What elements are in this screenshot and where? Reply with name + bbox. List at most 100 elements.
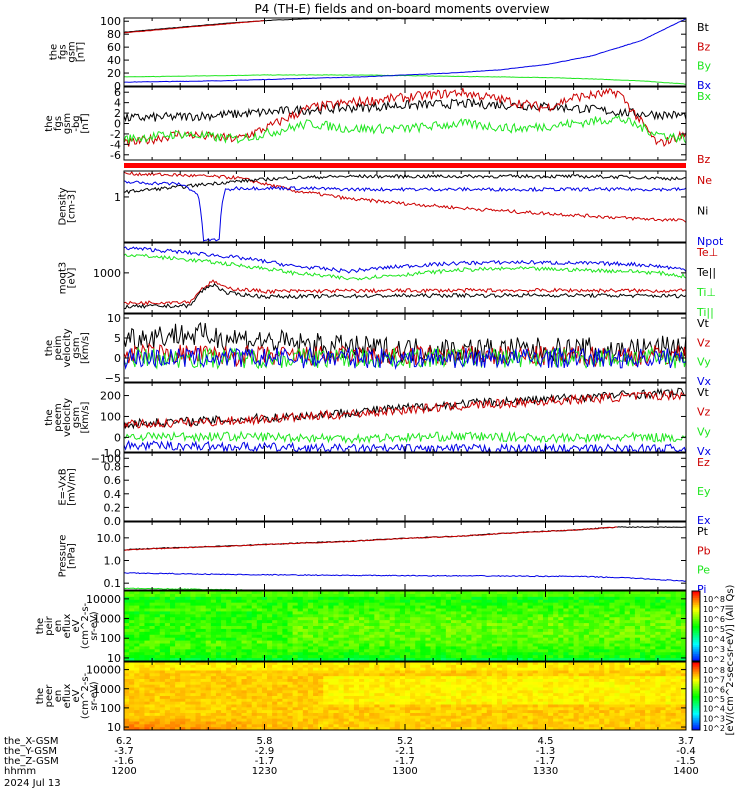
heatmap-cell bbox=[318, 649, 324, 653]
heatmap-cell bbox=[185, 608, 192, 613]
heatmap-cell bbox=[343, 593, 350, 598]
heatmap-cell bbox=[568, 614, 575, 618]
heatmap-cell bbox=[629, 643, 636, 648]
heatmap-cell bbox=[425, 608, 432, 613]
heatmap-cell bbox=[578, 605, 585, 610]
heatmap-cell bbox=[307, 643, 314, 648]
heatmap-cell bbox=[384, 724, 391, 728]
heatmap-cell bbox=[496, 623, 503, 627]
heatmap-cell bbox=[399, 599, 406, 604]
heatmap-cell bbox=[456, 591, 462, 595]
heatmap-cell bbox=[144, 593, 151, 598]
heatmap-cell bbox=[256, 643, 263, 648]
heatmap-cell bbox=[139, 652, 146, 656]
heatmap-cell bbox=[399, 611, 406, 615]
heatmap-cell bbox=[507, 626, 513, 630]
heatmap-cell bbox=[573, 591, 580, 595]
heatmap-cell bbox=[389, 684, 396, 689]
heatmap-cell bbox=[650, 605, 656, 610]
heatmap-cell bbox=[384, 617, 391, 621]
heatmap-cell bbox=[272, 667, 278, 672]
heatmap-cell bbox=[675, 605, 682, 610]
heatmap-cell bbox=[364, 640, 370, 645]
heatmap-cell bbox=[200, 724, 207, 728]
heatmap-cell bbox=[348, 696, 355, 700]
heatmap-cell bbox=[292, 718, 299, 723]
heatmap-cell bbox=[323, 724, 329, 728]
heatmap-cell bbox=[440, 670, 447, 674]
heatmap-cell bbox=[149, 652, 156, 656]
heatmap-cell bbox=[159, 623, 166, 627]
heatmap-cell bbox=[435, 599, 442, 604]
heatmap-cell bbox=[369, 655, 375, 659]
heatmap-cell bbox=[267, 684, 273, 689]
heatmap-cell bbox=[440, 721, 447, 725]
heatmap-cell bbox=[297, 602, 304, 607]
heatmap-cell bbox=[537, 623, 544, 627]
heatmap-cell bbox=[144, 710, 151, 714]
heatmap-cell bbox=[313, 727, 319, 730]
heatmap-cell bbox=[282, 696, 289, 700]
heatmap-cell bbox=[282, 676, 289, 680]
heatmap-cell bbox=[486, 628, 493, 633]
heatmap-cell bbox=[175, 715, 181, 720]
heatmap-cell bbox=[323, 667, 329, 672]
heatmap-cell bbox=[169, 727, 176, 730]
heatmap-cell bbox=[496, 593, 503, 598]
heatmap-cell bbox=[374, 620, 381, 624]
heatmap-cell bbox=[425, 707, 432, 711]
heatmap-cell bbox=[231, 634, 237, 639]
heatmap-cell bbox=[164, 707, 171, 711]
heatmap-cell bbox=[527, 628, 534, 633]
heatmap-cell bbox=[144, 690, 151, 694]
heatmap-cell bbox=[267, 673, 273, 677]
heatmap-cell bbox=[261, 667, 268, 672]
heatmap-cell bbox=[481, 637, 488, 642]
heatmap-cell bbox=[205, 724, 212, 728]
heatmap-cell bbox=[210, 662, 217, 666]
heatmap-cell bbox=[461, 637, 467, 642]
heatmap-cell bbox=[185, 704, 192, 708]
heatmap-cell bbox=[445, 667, 452, 672]
heatmap-cell bbox=[210, 690, 217, 694]
heatmap-cell bbox=[609, 608, 616, 613]
heatmap-cell bbox=[256, 679, 263, 683]
y-axis-label-line: peim bbox=[53, 335, 64, 360]
heatmap-cell bbox=[486, 626, 493, 630]
heatmap-cell bbox=[553, 643, 559, 648]
heatmap-cell bbox=[149, 620, 156, 624]
heatmap-cell bbox=[226, 687, 232, 691]
y-tick-label: 10 bbox=[107, 652, 121, 665]
heatmap-cell bbox=[307, 602, 314, 607]
heatmap-cell bbox=[287, 727, 294, 730]
heatmap-cell bbox=[251, 679, 258, 683]
heatmap-cell bbox=[277, 652, 283, 656]
heatmap-cell bbox=[491, 605, 498, 610]
heatmap-cell bbox=[583, 634, 590, 639]
heatmap-cell bbox=[338, 684, 345, 689]
heatmap-cell bbox=[583, 593, 590, 598]
heatmap-cell bbox=[256, 701, 263, 706]
heatmap-cell bbox=[583, 649, 590, 653]
heatmap-cell bbox=[415, 640, 421, 645]
heatmap-cell bbox=[307, 655, 314, 659]
heatmap-cell bbox=[205, 667, 212, 672]
heatmap-cell bbox=[609, 591, 616, 595]
legend-entry: Pt bbox=[697, 525, 709, 538]
heatmap-cell bbox=[328, 599, 335, 604]
heatmap-cell bbox=[210, 664, 217, 669]
heatmap-cell bbox=[384, 664, 391, 669]
heatmap-cell bbox=[134, 599, 140, 604]
heatmap-cell bbox=[558, 626, 564, 630]
heatmap-cell bbox=[205, 713, 212, 717]
heatmap-cell bbox=[226, 593, 232, 598]
heatmap-cell bbox=[164, 620, 171, 624]
heatmap-cell bbox=[267, 718, 273, 723]
heatmap-cell bbox=[129, 658, 135, 661]
heatmap-cell bbox=[466, 721, 473, 725]
heatmap-cell bbox=[297, 690, 304, 694]
heatmap-cell bbox=[379, 662, 386, 666]
heatmap-cell bbox=[236, 617, 243, 621]
heatmap-cell bbox=[236, 715, 243, 720]
heatmap-cell bbox=[134, 721, 140, 725]
